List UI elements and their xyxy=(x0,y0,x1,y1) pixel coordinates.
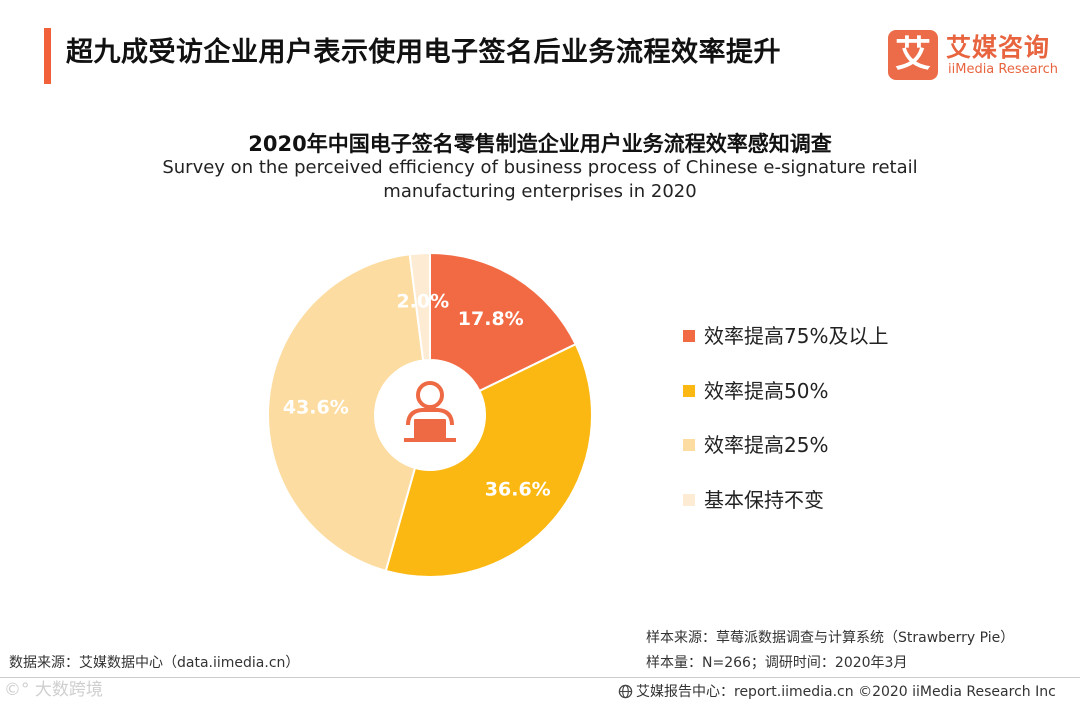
footer-divider xyxy=(0,677,1080,678)
legend-label: 基本保持不变 xyxy=(704,487,824,512)
iimedia-logo: 艾 艾媒咨询 iiMedia Research xyxy=(888,26,1068,84)
globe-icon xyxy=(618,684,633,699)
chart-subtitle-line-2: manufacturing enterprises in 2020 xyxy=(383,181,697,202)
sample-source-note: 样本来源：草莓派数据调查与计算系统（Strawberry Pie） xyxy=(646,630,1015,646)
chart-subtitle-line-1: Survey on the perceived efficiency of bu… xyxy=(162,157,918,178)
legend-swatch xyxy=(683,384,695,397)
slice-data-label: 17.8% xyxy=(458,308,524,330)
legend-swatch xyxy=(683,493,695,506)
logo-mark: 艾 xyxy=(888,30,938,80)
report-center-text: 艾媒报告中心：report.iimedia.cn ©2020 iiMedia R… xyxy=(636,684,1056,700)
title-accent-bar xyxy=(44,28,51,84)
slice-data-label: 43.6% xyxy=(283,396,349,418)
user-laptop-icon xyxy=(404,381,456,442)
logo-chinese-name: 艾媒咨询 xyxy=(946,33,1051,62)
sample-info-note: 样本量：N=266；调研时间：2020年3月 xyxy=(646,655,908,671)
slice-data-label: 2.0% xyxy=(396,291,449,313)
chart-subtitle: Survey on the perceived efficiency of bu… xyxy=(140,156,940,204)
donut-slice-2 xyxy=(384,342,593,578)
donut-slice-3 xyxy=(267,253,425,573)
donut-slice-1 xyxy=(429,251,578,393)
donut-slice-4 xyxy=(408,251,431,362)
page-title: 超九成受访企业用户表示使用电子签名后业务流程效率提升 xyxy=(66,37,781,68)
legend-label: 效率提高50% xyxy=(704,378,829,403)
legend-swatch xyxy=(683,330,695,342)
data-source-note: 数据来源：艾媒数据中心（data.iimedia.cn） xyxy=(9,655,300,671)
chart-title: 2020年中国电子签名零售制造企业用户业务流程效率感知调查 xyxy=(248,132,832,156)
logo-english-name: iiMedia Research xyxy=(948,62,1059,77)
slice-data-label: 36.6% xyxy=(485,479,551,501)
watermark: ©° 大数跨境 xyxy=(4,680,103,700)
legend-swatch xyxy=(683,439,695,451)
legend-label: 效率提高75%及以上 xyxy=(704,324,889,348)
legend-label: 效率提高25% xyxy=(704,433,829,457)
donut-chart: 17.8% 36.6% 43.6% 2.0% xyxy=(267,251,593,578)
report-center-footer: 艾媒报告中心：report.iimedia.cn ©2020 iiMedia R… xyxy=(618,681,1056,701)
